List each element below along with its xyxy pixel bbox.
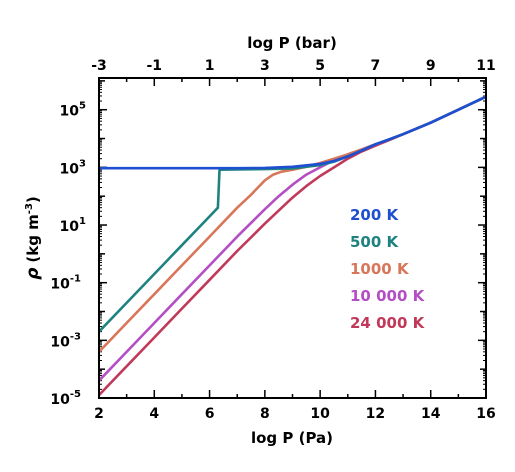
y-axis-units: (kg m (24, 214, 42, 262)
x2-tick-labels: -3 -1 1 3 5 7 9 11 (91, 58, 496, 74)
legend-entry: 500 K (350, 233, 400, 251)
x2-tick-label: -1 (147, 58, 163, 74)
y-tick-label: 10-3 (50, 331, 81, 350)
y-axis-title: ρ (kg m-3) (23, 196, 43, 280)
plot-frame (98, 77, 487, 399)
x-tick-label: 6 (205, 406, 215, 422)
y-tick-label: 105 (60, 101, 86, 120)
legend: 200 K 500 K 1000 K 10 000 K 24 000 K (350, 206, 426, 332)
series-line-24-000-k (98, 95, 487, 396)
legend-entry: 1000 K (350, 260, 410, 278)
series-line-200-k (99, 95, 487, 170)
series-line-1000-k (98, 95, 487, 353)
x-tick-label: 2 (94, 406, 104, 422)
x-tick-label: 12 (366, 406, 385, 422)
x2-tick-label: 5 (315, 58, 325, 74)
x-tick-labels: 2 4 6 8 10 12 14 16 (94, 406, 496, 422)
x2-tick-label: 9 (426, 58, 436, 74)
y-axis-units-close: ) (24, 196, 42, 203)
series-line-500-k (98, 95, 487, 333)
series-line-10-000-k (98, 95, 487, 382)
y-axis-units-exp: -3 (24, 203, 35, 214)
y-tick-label: 10-1 (50, 274, 81, 293)
x-tick-label: 10 (310, 406, 330, 422)
legend-entry: 24 000 K (350, 314, 426, 332)
legend-entry: 10 000 K (350, 287, 426, 305)
y-tick-label: 101 (60, 216, 86, 235)
x-tick-label: 16 (476, 406, 495, 422)
x-tick-label: 8 (260, 406, 270, 422)
x2-tick-label: 11 (476, 58, 495, 74)
y-tick-label: 103 (60, 158, 86, 177)
x-tick-label: 14 (421, 406, 441, 422)
y-tick-label: 10-5 (50, 389, 81, 408)
y-tick-labels: 105 103 101 10-1 10-3 10-5 (50, 101, 86, 408)
x2-tick-label: 3 (260, 58, 270, 74)
x-axis-title: log P (Pa) (251, 429, 333, 447)
series-lines (98, 95, 487, 396)
x2-tick-label: 1 (205, 58, 215, 74)
y-axis-symbol: ρ (23, 268, 43, 280)
x-tick-label: 4 (149, 406, 159, 422)
x2-axis-title: log P (bar) (247, 34, 337, 52)
legend-entry: 200 K (350, 206, 400, 224)
axis-ticks (98, 78, 487, 399)
x2-tick-label: 7 (371, 58, 381, 74)
x2-tick-label: -3 (91, 58, 107, 74)
